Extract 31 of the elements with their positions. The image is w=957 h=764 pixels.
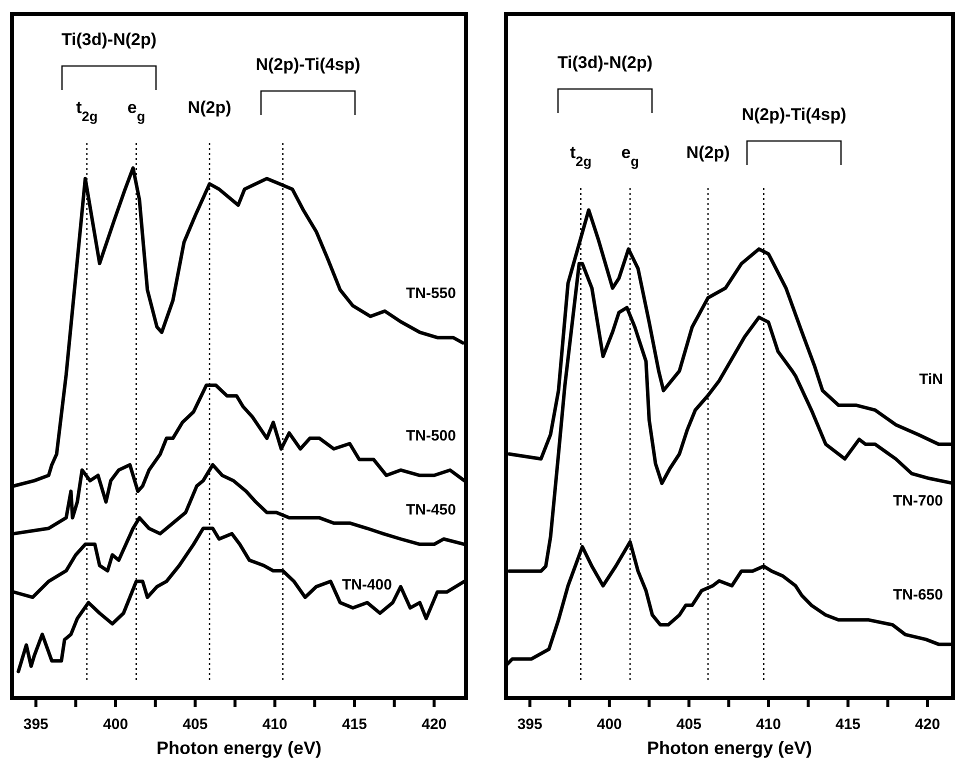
x-tick-label: 410 — [756, 716, 781, 733]
series-label: TN-450 — [406, 501, 456, 518]
ref-line-label: e$_{g}$ — [621, 143, 639, 168]
ref-line-label: e$_{g}$ — [127, 98, 146, 124]
ref-line-label: N(2p) — [686, 143, 730, 162]
x-axis-title: Photon energy (eV) — [646, 738, 812, 758]
x-tick-label: 415 — [835, 716, 861, 733]
text: Ti(3d)-N(2p) — [61, 30, 157, 49]
series-label: TN-650 — [892, 586, 943, 604]
x-tick-label: 400 — [596, 716, 622, 733]
ref-line-label: t$_{2g}$ — [76, 98, 98, 124]
x-tick-label: 395 — [23, 716, 48, 733]
ref-line-label: t$_{2g}$ — [570, 143, 592, 168]
x-axis-title: Photon energy (eV) — [156, 738, 322, 758]
series-label: TN-400 — [342, 576, 392, 594]
series-label: TN-500 — [406, 428, 456, 445]
series-label: TN-700 — [892, 492, 943, 510]
series-label: TN-550 — [406, 284, 456, 302]
x-tick-label: 405 — [676, 716, 702, 733]
x-tick-label: 395 — [517, 716, 542, 733]
x-tick-label: 400 — [103, 716, 128, 733]
x-tick-label: 410 — [262, 716, 288, 733]
x-tick-label: 420 — [422, 716, 447, 733]
ref-line-label: N(2p) — [188, 98, 232, 117]
x-tick-label: 405 — [182, 716, 208, 733]
text: N(2p)-Ti(4sp) — [742, 105, 846, 124]
text: Ti(3d)-N(2p) — [557, 53, 653, 72]
x-tick-label: 415 — [342, 716, 368, 733]
text: N(2p)-Ti(4sp) — [256, 55, 360, 74]
x-tick-label: 420 — [915, 716, 940, 733]
text: TiN — [919, 371, 943, 388]
